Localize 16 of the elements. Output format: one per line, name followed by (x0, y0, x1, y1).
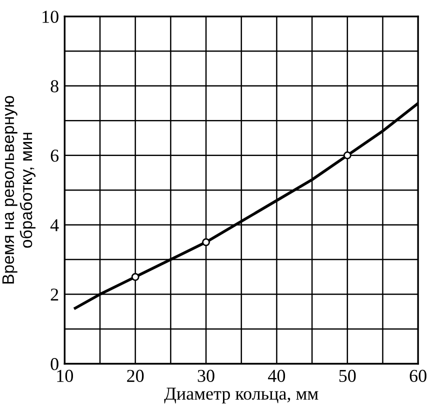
x-axis-title: Диаметр кольца, мм (164, 388, 318, 404)
point (343, 151, 352, 160)
y-tick-label: 6 (50, 150, 59, 162)
x-tick-label: 30 (198, 370, 214, 382)
x-tick-label: 20 (127, 370, 144, 382)
y-tick-label: 10 (42, 10, 58, 23)
point (202, 238, 210, 246)
x-tick-label: 40 (268, 370, 286, 382)
y-tick-label: 2 (50, 288, 58, 301)
y-tick-label: 0 (50, 358, 58, 370)
x-tick-label: 50 (339, 370, 356, 382)
y-tick-label: 8 (50, 80, 58, 92)
x-tick-label: 60 (410, 370, 426, 382)
y-tick-label: 4 (50, 219, 59, 232)
point (131, 272, 140, 281)
y-axis-title: Время на револьверную обработку, мин (2, 96, 36, 284)
